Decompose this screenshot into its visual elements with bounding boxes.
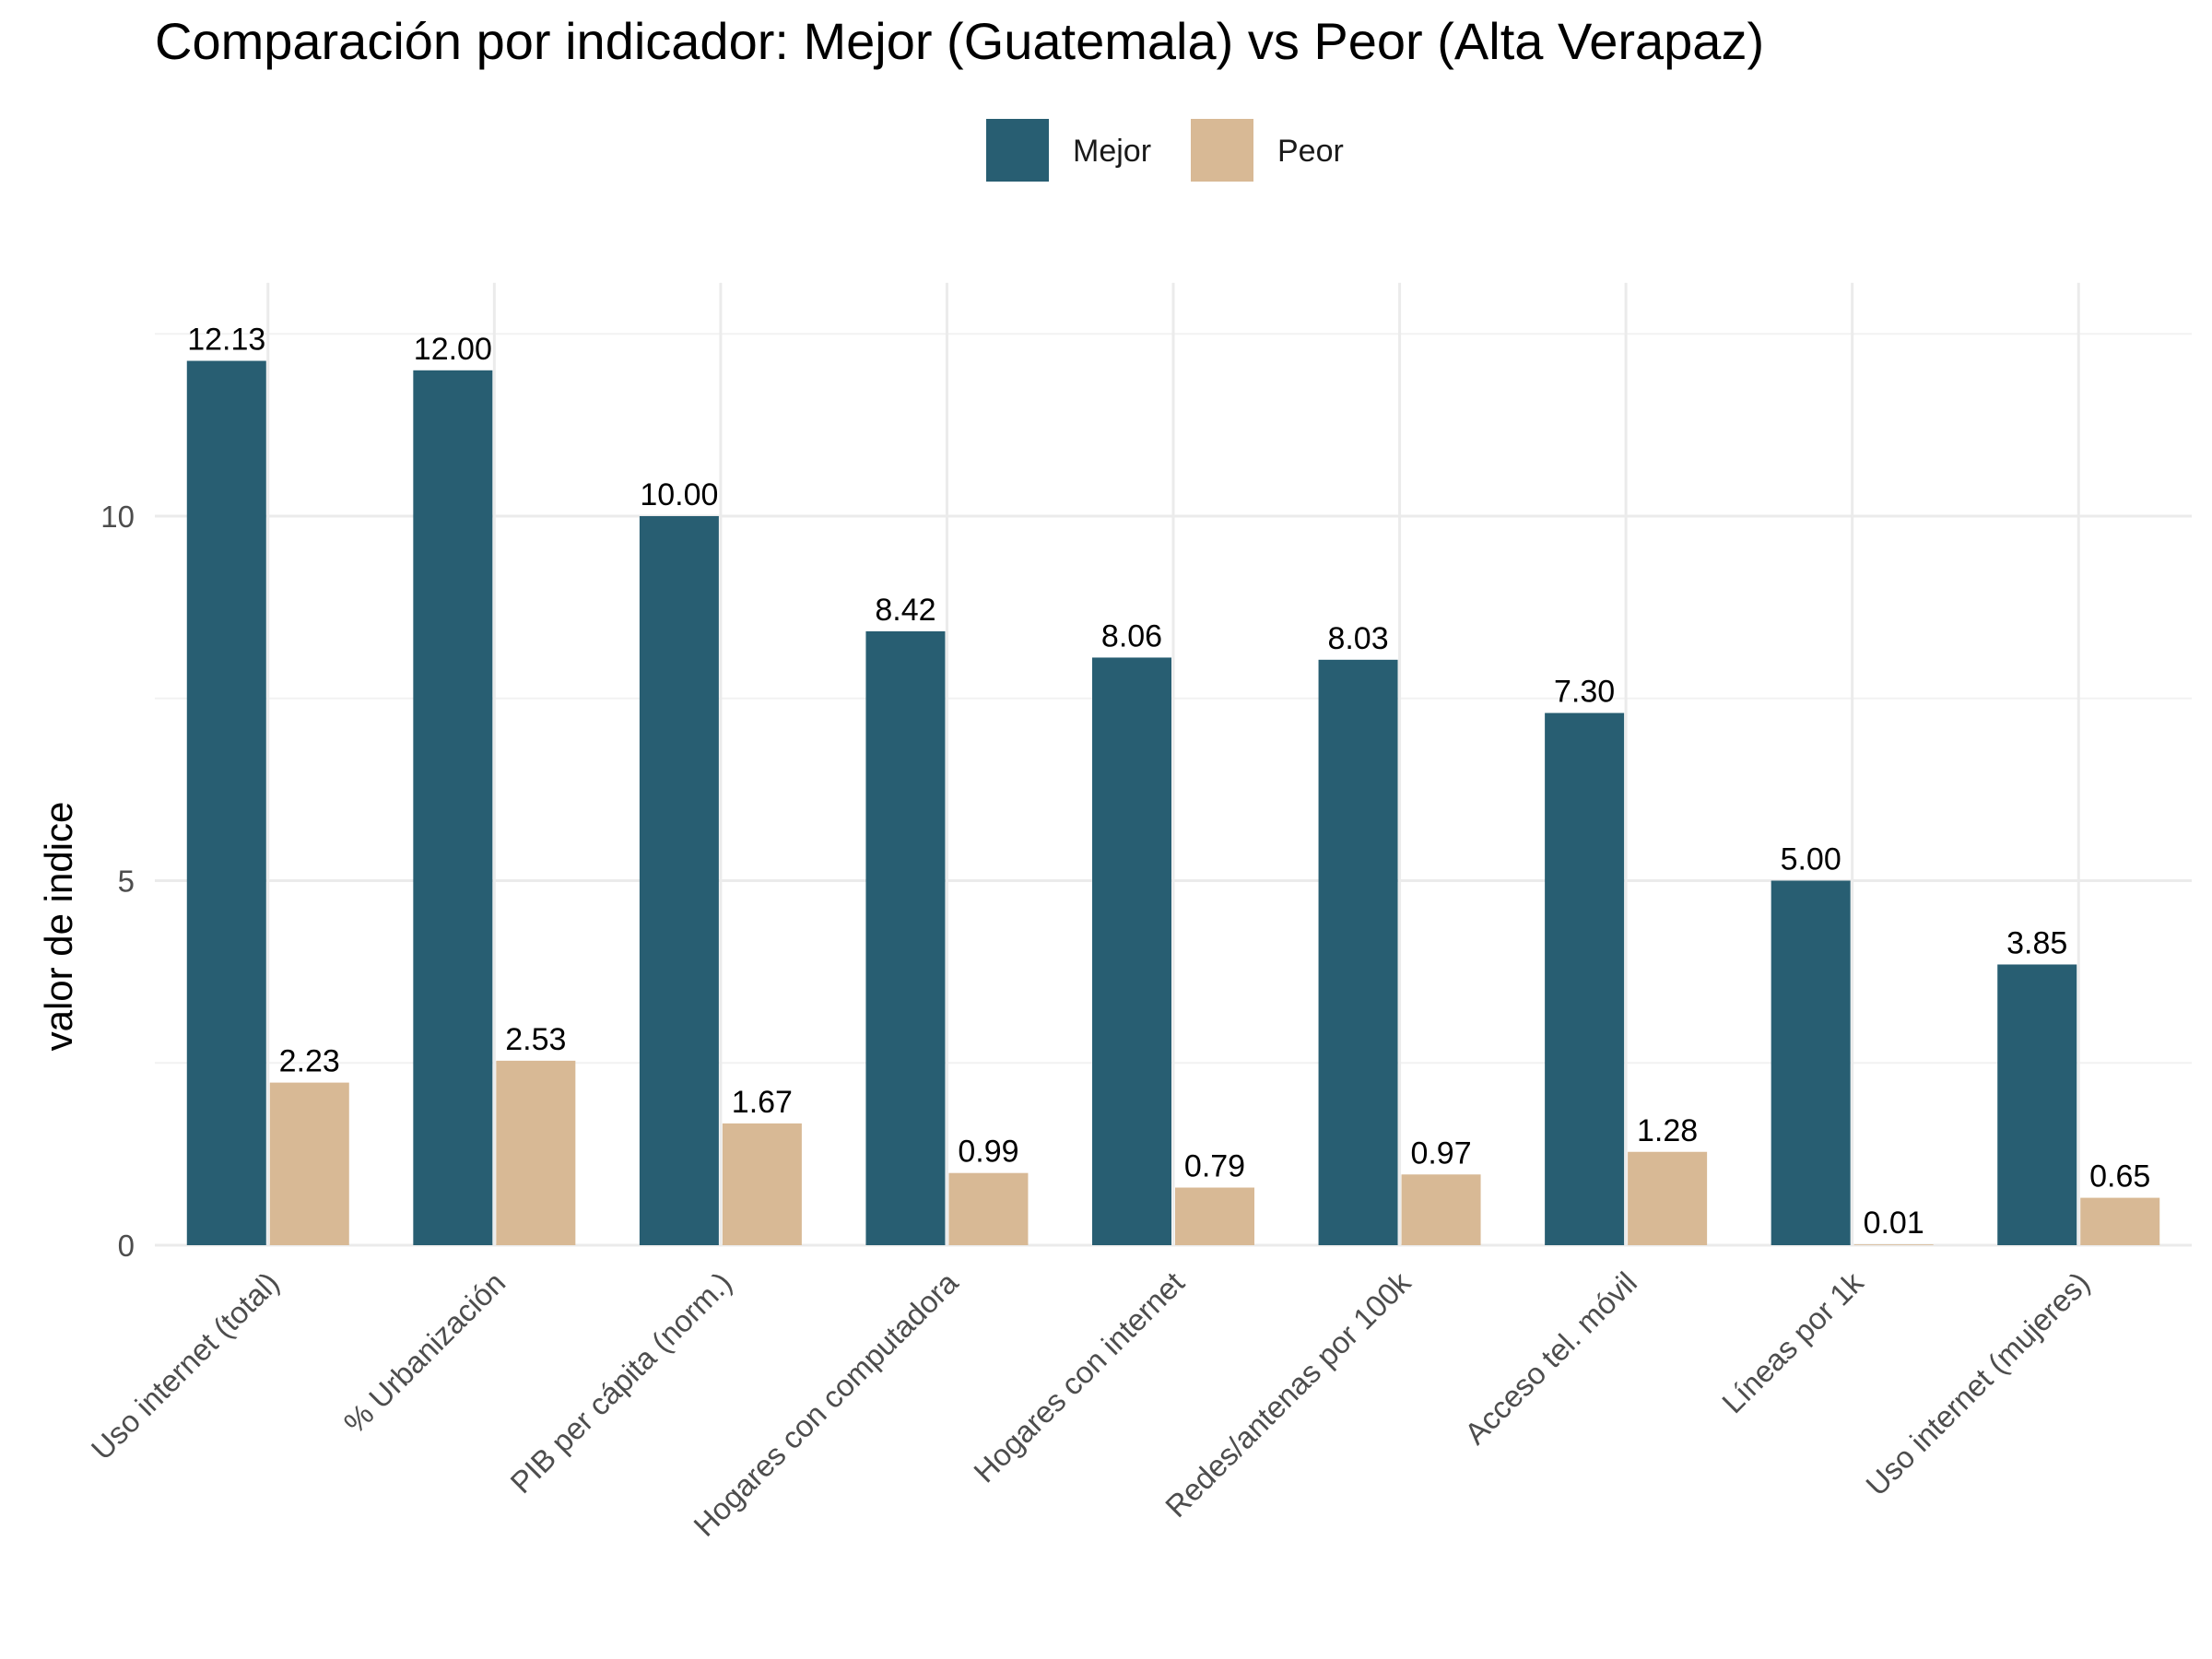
data-label: 2.53 (505, 1022, 566, 1057)
bars (186, 360, 2160, 1246)
data-label: 12.13 (187, 323, 265, 358)
bar-mejor (413, 370, 493, 1245)
bar-peor (2080, 1197, 2160, 1245)
data-label: 7.30 (1554, 675, 1615, 710)
x-tick-label: Hogares con computadora (687, 1265, 965, 1543)
data-label: 5.00 (1781, 842, 1841, 877)
bar-peor (1175, 1187, 1254, 1245)
data-label: 0.79 (1184, 1149, 1245, 1184)
legend-label-peor: Peor (1277, 134, 1344, 169)
legend-key-peor (1191, 119, 1253, 182)
data-label: 3.85 (2006, 925, 2067, 960)
grid (155, 282, 2192, 1247)
data-label: 0.97 (1410, 1135, 1471, 1171)
bar-peor (496, 1060, 576, 1245)
data-label: 1.67 (732, 1085, 793, 1120)
x-tick-label: % Urbanización (337, 1265, 512, 1441)
data-label: 1.28 (1637, 1113, 1698, 1148)
chart-title: Comparación por indicador: Mejor (Guatem… (155, 12, 1764, 70)
bar-mejor (1997, 964, 2077, 1245)
data-label: 8.03 (1327, 621, 1388, 656)
bar-peor (1853, 1244, 1934, 1245)
bar-peor (1628, 1151, 1708, 1245)
y-tick-label: 10 (100, 500, 135, 534)
y-tick-label: 5 (118, 865, 135, 899)
x-tick-label: Hogares con internet (967, 1265, 1191, 1489)
data-label: 12.00 (414, 332, 492, 367)
y-tick-label: 0 (118, 1229, 135, 1263)
data-label: 0.65 (2089, 1159, 2150, 1194)
x-tick-label: Redes/antenas por 100k (1159, 1265, 1418, 1524)
bar-peor (722, 1123, 802, 1245)
x-tick-label: Líneas por 1k (1715, 1265, 1870, 1419)
data-labels: 12.13 2.23 12.00 2.53 10.00 1.67 8.42 0.99 8.06 0… (187, 323, 2150, 1241)
data-label: 8.06 (1101, 618, 1162, 653)
data-label: 2.23 (279, 1044, 340, 1079)
legend-key-mejor (986, 119, 1049, 182)
bar-mejor (186, 360, 266, 1246)
x-tick-label: Uso internet (mujeres) (1859, 1265, 2096, 1502)
bar-mejor (1771, 880, 1851, 1245)
x-tick-label: Uso internet (total) (85, 1265, 286, 1466)
x-tick-label: PIB per cápita (norm.) (503, 1265, 737, 1500)
legend: Mejor Peor (986, 119, 1344, 182)
bar-mejor (865, 630, 946, 1245)
y-axis: 0 5 10 (100, 500, 135, 1263)
bar-peor (269, 1082, 349, 1245)
bar-peor (1401, 1174, 1481, 1245)
bar-mejor (1092, 657, 1171, 1245)
bar-mejor (1545, 712, 1625, 1245)
bar-mejor (639, 516, 719, 1245)
data-label: 0.01 (1864, 1206, 1924, 1241)
data-label: 10.00 (640, 477, 718, 512)
data-label: 0.99 (958, 1135, 1018, 1170)
legend-label-mejor: Mejor (1073, 134, 1151, 169)
bar-peor (948, 1172, 1029, 1245)
x-tick-label: Acceso tel. móvil (1458, 1265, 1643, 1451)
y-axis-label: valor de indice (37, 802, 80, 1052)
data-label: 8.42 (875, 593, 935, 628)
bar-mejor (1318, 659, 1398, 1245)
